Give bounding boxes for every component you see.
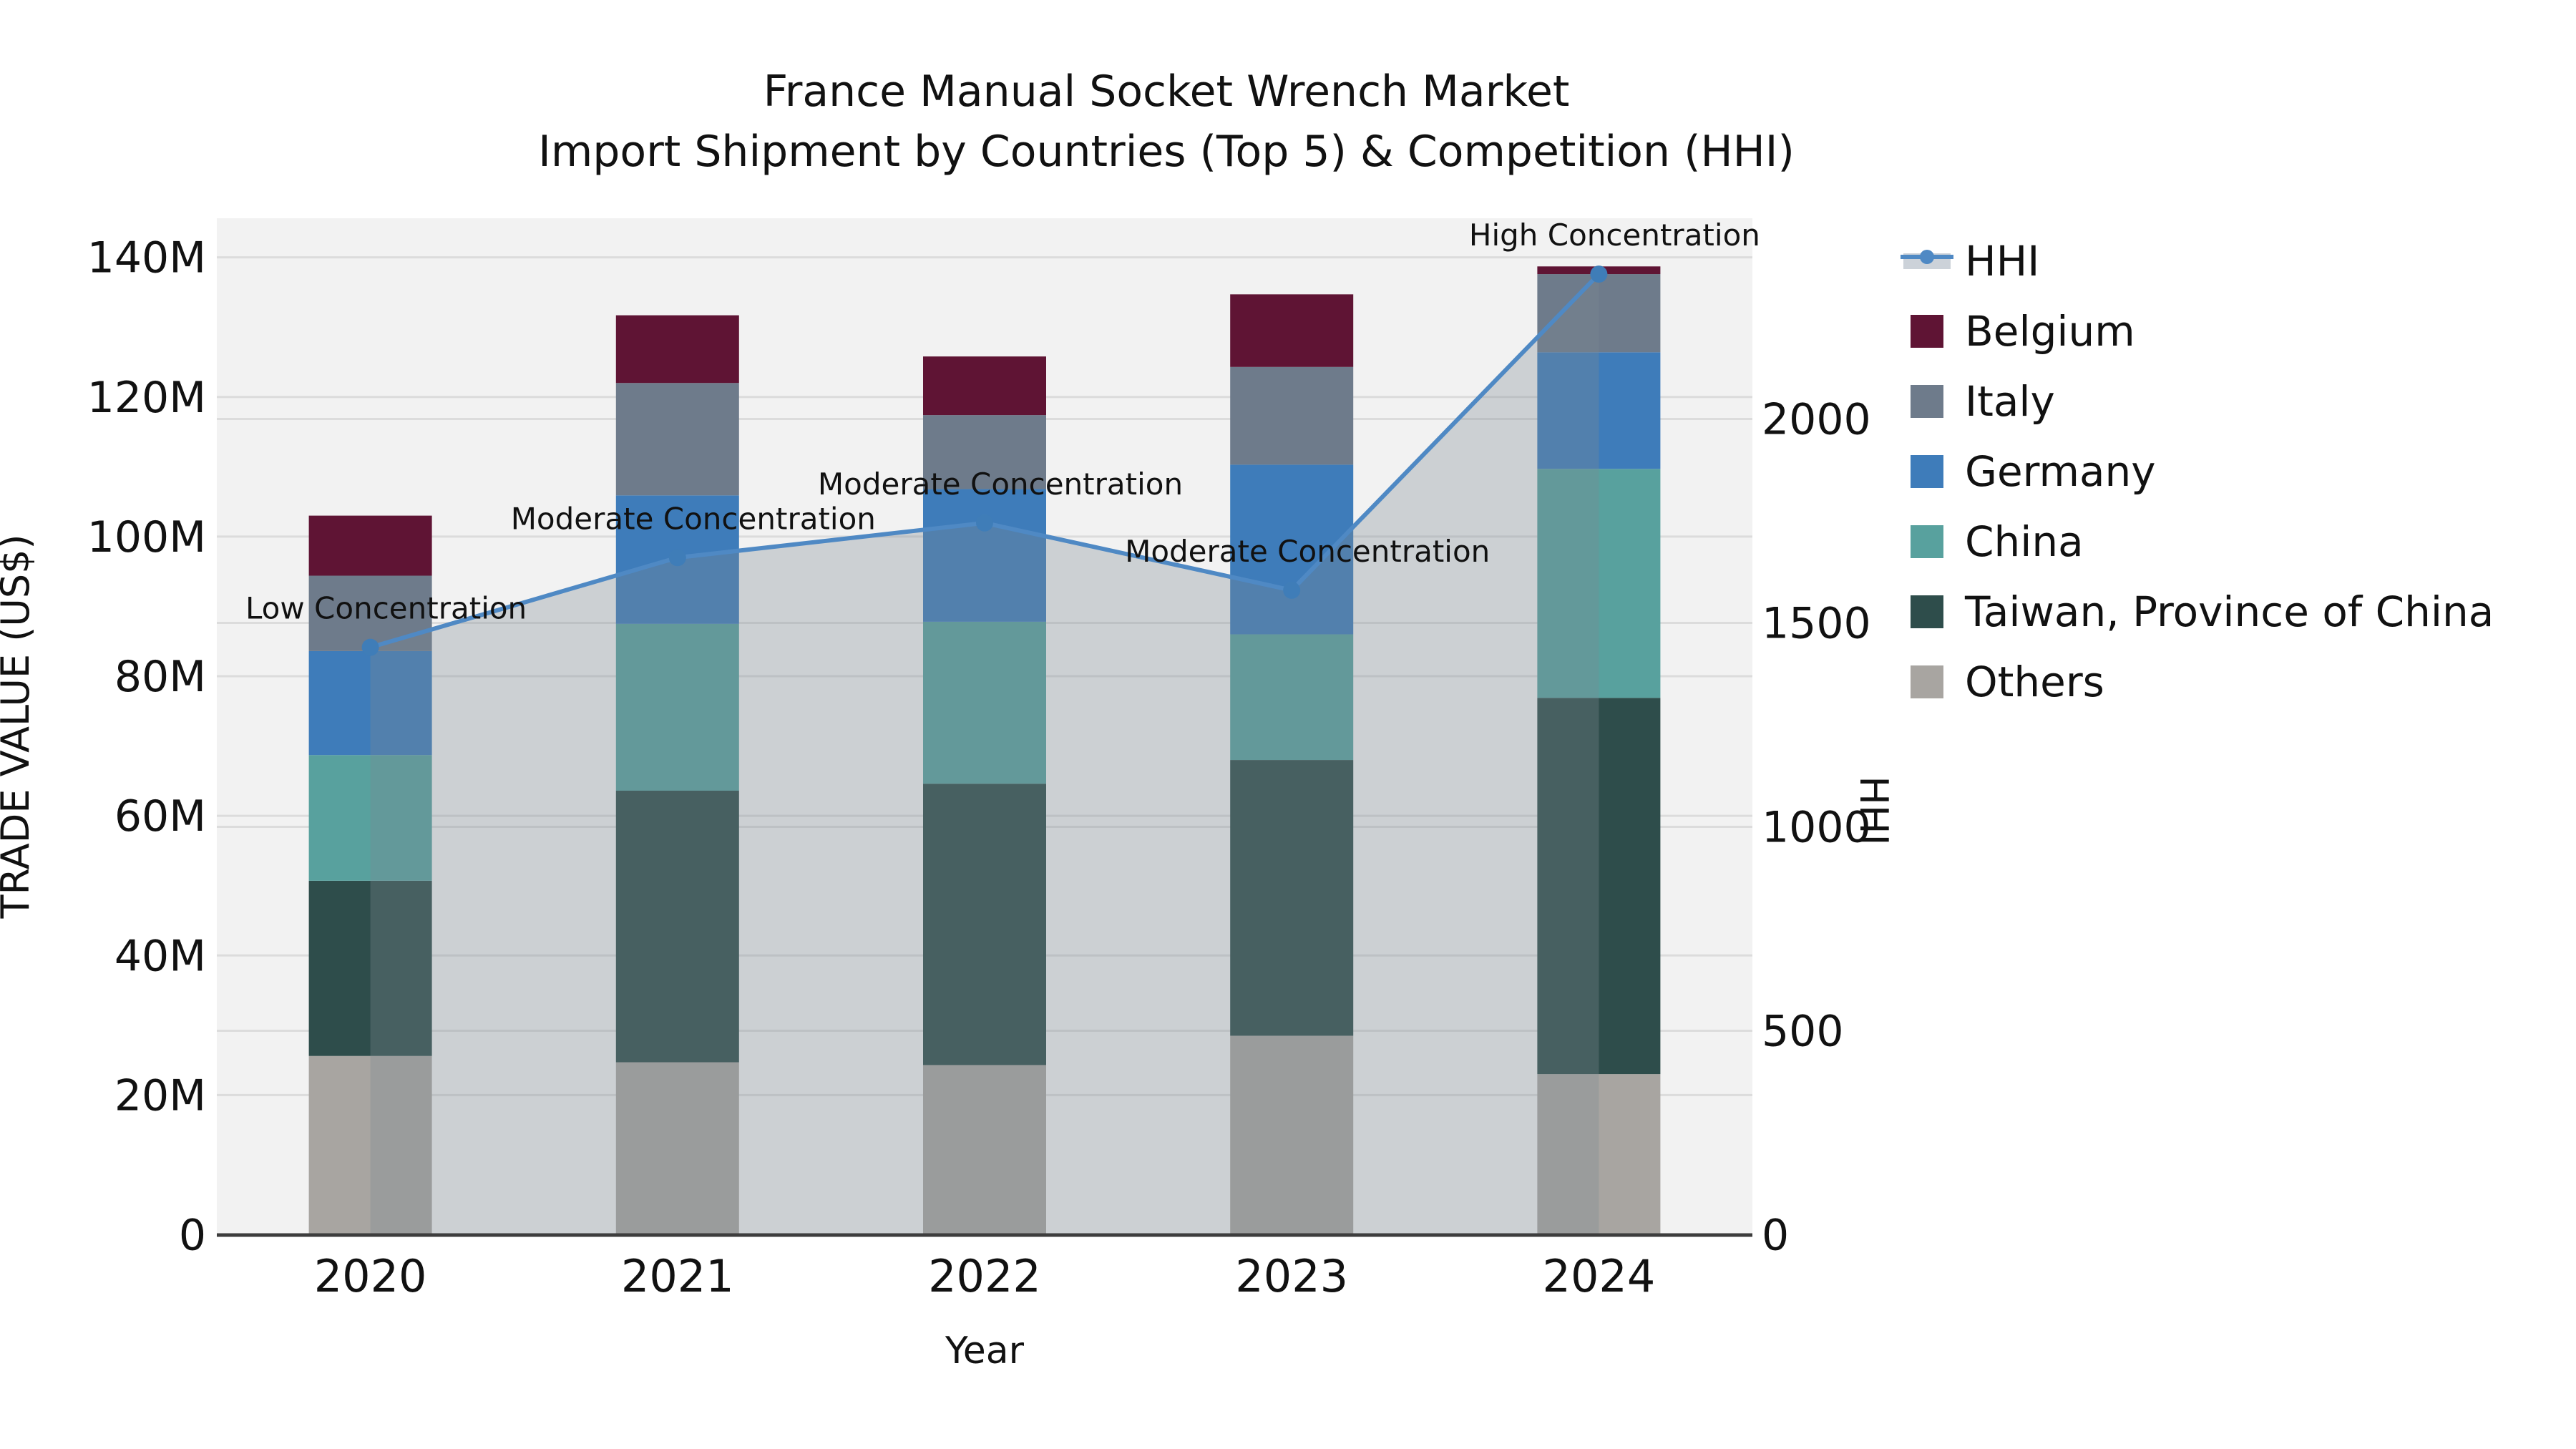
left-tick-100: 100M	[87, 512, 206, 562]
bar-segment-taiwan-province-of-china-2022	[923, 784, 1046, 1065]
annotation-2023: Moderate Concentration	[1125, 534, 1490, 569]
bar-segment-italy-2024	[1537, 274, 1661, 353]
legend-item-china: China	[1901, 507, 2494, 577]
bar-segment-belgium-2021	[615, 315, 739, 384]
bar-segment-taiwan-province-of-china-2020	[308, 880, 432, 1056]
left-tick-40: 40M	[114, 931, 206, 981]
right-tick-1000: 1000	[1762, 802, 1871, 852]
bar-segment-belgium-2022	[923, 356, 1046, 416]
x-tick-2024: 2024	[1543, 1250, 1656, 1302]
bar-segment-italy-2020	[308, 575, 432, 651]
legend-item-hhi: HHI	[1901, 226, 2494, 296]
x-tick-2022: 2022	[928, 1250, 1041, 1302]
right-tick-500: 500	[1762, 1006, 1844, 1056]
hhi-area-fill	[370, 274, 1599, 1235]
bar-segment-taiwan-province-of-china-2024	[1537, 698, 1661, 1075]
bar-segment-taiwan-province-of-china-2021	[615, 791, 739, 1063]
bar-segment-others-2020	[308, 1055, 432, 1235]
left-tick-60: 60M	[114, 791, 206, 841]
bar-segment-germany-2024	[1537, 352, 1661, 469]
x-axis-line	[217, 1233, 1752, 1237]
hhi-marker-2023	[1283, 581, 1301, 599]
legend-item-italy: Italy	[1901, 366, 2494, 436]
chart-title-line2: Import Shipment by Countries (Top 5) & C…	[538, 127, 1795, 177]
hhi-line-swatch	[1901, 250, 1953, 269]
bar-segment-china-2024	[1537, 469, 1661, 698]
annotation-2021: Moderate Concentration	[511, 501, 876, 536]
hhi-marker-2024	[1590, 265, 1608, 283]
hhi-marker-2020	[361, 638, 379, 656]
right-tick-0: 0	[1762, 1211, 1789, 1261]
legend-label: Germany	[1965, 447, 2156, 496]
left-axis-title: TRADE VALUE (US$)	[0, 534, 38, 919]
bar-segment-others-2024	[1537, 1074, 1661, 1235]
bar-segment-belgium-2020	[308, 515, 432, 576]
hhi-marker-2021	[668, 549, 686, 567]
bar-segment-china-2023	[1230, 634, 1354, 761]
legend-swatch-taiwan-province-of-china	[1911, 595, 1943, 628]
bar-segment-germany-2022	[923, 489, 1046, 622]
bar-segment-belgium-2023	[1230, 294, 1354, 367]
legend-item-taiwan-province-of-china: Taiwan, Province of China	[1901, 577, 2494, 647]
legend: HHI Belgium Italy Germany China Taiwan, Provi…	[1901, 226, 2494, 717]
bar-segment-italy-2023	[1230, 366, 1354, 465]
x-axis-title: Year	[945, 1330, 1025, 1372]
legend-label: Others	[1965, 658, 2104, 706]
hhi-marker-2022	[976, 514, 993, 532]
bar-segment-others-2023	[1230, 1035, 1354, 1235]
bar-segment-taiwan-province-of-china-2023	[1230, 760, 1354, 1036]
legend-swatch-china	[1911, 525, 1943, 558]
chart-title-line1: France Manual Socket Wrench Market	[763, 67, 1570, 117]
x-tick-2020: 2020	[314, 1250, 427, 1302]
legend-swatch-belgium	[1911, 315, 1943, 348]
legend-swatch-italy	[1911, 385, 1943, 418]
bar-segment-others-2022	[923, 1065, 1046, 1235]
legend-item-others: Others	[1901, 647, 2494, 717]
legend-swatch-others	[1911, 665, 1943, 698]
bar-segment-china-2021	[615, 623, 739, 791]
right-axis-title: HHI	[1851, 776, 1896, 845]
bar-segment-italy-2022	[923, 415, 1046, 489]
right-tick-2000: 2000	[1762, 394, 1871, 444]
left-tick-140: 140M	[87, 233, 206, 283]
left-tick-0: 0	[179, 1211, 206, 1261]
legend-label: Taiwan, Province of China	[1965, 587, 2494, 636]
left-tick-120: 120M	[87, 373, 206, 423]
bar-segment-germany-2020	[308, 650, 432, 756]
legend-label: Belgium	[1965, 307, 2135, 356]
right-tick-1500: 1500	[1762, 598, 1871, 648]
legend-swatch-germany	[1911, 455, 1943, 488]
legend-item-germany: Germany	[1901, 436, 2494, 507]
legend-item-belgium: Belgium	[1901, 296, 2494, 366]
left-tick-80: 80M	[114, 652, 206, 702]
left-tick-20: 20M	[114, 1070, 206, 1121]
bar-segment-china-2020	[308, 755, 432, 881]
bar-segment-china-2022	[923, 621, 1046, 784]
bar-segment-italy-2021	[615, 383, 739, 496]
legend-label: China	[1965, 517, 2084, 566]
legend-label: Italy	[1965, 377, 2055, 426]
bar-segment-others-2021	[615, 1062, 739, 1235]
annotation-2020: Low Concentration	[245, 591, 527, 626]
legend-label: HHI	[1965, 237, 2040, 286]
annotation-2024: High Concentration	[1469, 218, 1760, 253]
x-tick-2023: 2023	[1235, 1250, 1348, 1302]
x-tick-2021: 2021	[621, 1250, 734, 1302]
annotation-2022: Moderate Concentration	[818, 467, 1183, 502]
